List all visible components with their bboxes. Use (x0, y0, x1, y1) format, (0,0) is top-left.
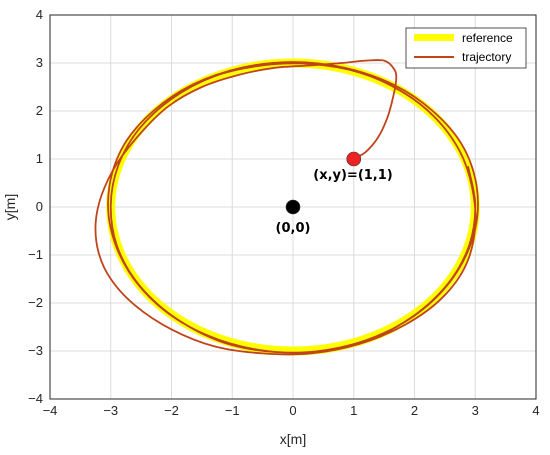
x-tick-label: −4 (43, 403, 58, 418)
y-tick-label: −4 (28, 391, 43, 406)
series-trajectory (94, 59, 479, 356)
y-tick-label: 2 (36, 103, 43, 118)
legend: reference trajectory (405, 27, 527, 69)
x-tick-label: 1 (350, 403, 357, 418)
legend-swatch-reference (414, 34, 454, 41)
y-tick-label: 1 (36, 151, 43, 166)
y-tick-label: 4 (36, 7, 43, 22)
origin-marker (285, 199, 301, 215)
x-tick-label: 4 (532, 403, 539, 418)
x-tick-label: 0 (289, 403, 296, 418)
start-point-marker (346, 151, 362, 167)
y-tick-label: −2 (28, 295, 43, 310)
plot-frame (49, 14, 537, 400)
y-tick-label: −1 (28, 247, 43, 262)
y-tick-label: 3 (36, 55, 43, 70)
x-tick-label: 3 (472, 403, 479, 418)
x-tick-label: −2 (164, 403, 179, 418)
x-tick-label: −1 (225, 403, 240, 418)
x-axis-label: x[m] (280, 431, 306, 447)
y-tick-labels: 4 3 2 1 0 −1 −2 −3 −4 (28, 7, 43, 406)
x-tick-label: 2 (411, 403, 418, 418)
y-axis-label: y[m] (2, 194, 18, 220)
y-tick-label: 0 (36, 199, 43, 214)
x-tick-label: −3 (103, 403, 118, 418)
legend-label-trajectory: trajectory (462, 50, 511, 64)
y-tick-label: −3 (28, 343, 43, 358)
annotation-start-point: (x,y)=(1,1) (313, 168, 393, 183)
legend-label-reference: reference (462, 31, 513, 45)
series-layer (94, 58, 480, 356)
x-tick-labels: −4 −3 −2 −1 0 1 2 3 4 (43, 403, 540, 418)
annotation-origin: (0,0) (276, 221, 311, 236)
